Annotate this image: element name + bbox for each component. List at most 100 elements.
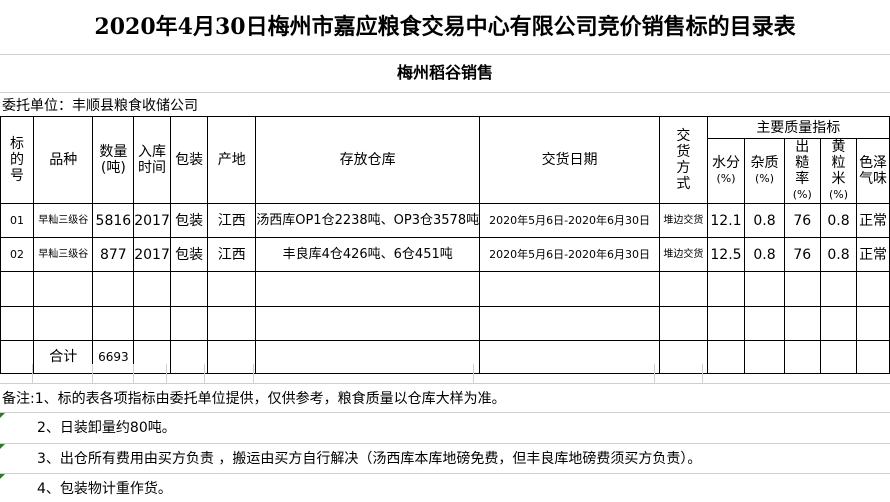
empty-cell[interactable] [207,271,257,307]
header-husked-rate: 出糙率 (%) [783,138,821,204]
empty-row [0,306,890,341]
delivery-date-cell[interactable]: 2020年5月6日-2020年6月30日 [479,237,661,272]
quantity-cell[interactable]: 5816 [92,203,135,238]
packaging-cell[interactable]: 包装 [169,237,209,272]
empty-cell[interactable] [706,271,746,307]
empty-cell[interactable] [0,271,34,307]
empty-cell[interactable] [255,271,481,307]
header-delivery-date: 交货日期 [479,116,661,204]
origin-cell[interactable]: 江西 [207,203,257,238]
empty-cell[interactable] [92,271,135,307]
empty-cell[interactable] [479,340,661,374]
empty-cell[interactable] [744,340,785,374]
gridline [204,364,205,383]
storage-year-cell[interactable]: 2017 [133,237,171,272]
empty-cell[interactable] [659,271,708,307]
empty-cell[interactable] [819,340,858,374]
empty-cell[interactable] [207,340,257,374]
husked-rate-cell[interactable]: 76 [783,237,821,272]
packaging-cell[interactable]: 包装 [169,203,209,238]
header-quantity: 数量(吨) [92,116,135,204]
moisture-cell[interactable]: 12.1 [706,203,746,238]
origin-cell[interactable]: 江西 [207,237,257,272]
header-delivery-method: 交货方式 [659,116,708,204]
empty-cell[interactable] [133,340,171,374]
comment-marker-icon [0,444,5,449]
empty-cell[interactable] [169,340,209,374]
header-storage-year: 入库时间 [133,116,171,204]
comment-marker-icon [0,474,5,479]
note-4: 4、包装物计重作货。 [37,481,172,497]
empty-cell[interactable] [479,271,661,307]
empty-cell[interactable] [32,306,94,341]
empty-cell[interactable] [659,340,708,374]
delivery-method-cell[interactable]: 堆边交货 [659,203,708,238]
empty-cell[interactable] [133,306,171,341]
empty-cell[interactable] [856,306,890,341]
yellow-rice-cell[interactable]: 0.8 [819,237,858,272]
variety-cell[interactable]: 早籼三级谷 [32,203,94,238]
empty-cell[interactable] [783,306,821,341]
impurity-cell[interactable]: 0.8 [744,237,785,272]
variety-cell[interactable]: 早籼三级谷 [32,237,94,272]
husked-rate-cell[interactable]: 76 [783,203,821,238]
total-label[interactable]: 合计 [32,340,94,374]
client-label: 委托单位：丰顺县粮食收储公司 [2,98,198,114]
divider [0,92,890,93]
empty-cell[interactable] [856,340,890,374]
yellow-rice-label: 黄粒米 [831,139,846,188]
impurity-cell[interactable]: 0.8 [744,203,785,238]
note-2: 2、日装卸量约80吨。 [37,420,176,436]
total-quantity[interactable]: 6693 [92,340,135,374]
quantity-cell[interactable]: 877 [92,237,135,272]
note-1: 备注:1、标的表各项指标由委托单位提供，仅供参考，粮食质量以仓库大样为准。 [2,391,506,407]
empty-cell[interactable] [856,271,890,307]
empty-cell[interactable] [744,271,785,307]
empty-cell[interactable] [133,271,171,307]
empty-cell[interactable] [783,271,821,307]
divider [0,383,890,384]
empty-cell[interactable] [819,271,858,307]
delivery-date-cell[interactable]: 2020年5月6日-2020年6月30日 [479,203,661,238]
color-odor-cell[interactable]: 正常 [856,203,890,238]
yellow-rice-cell[interactable]: 0.8 [819,203,858,238]
header-packaging: 包装 [169,116,209,204]
lot-no-cell[interactable]: 02 [0,237,34,272]
color-odor-cell[interactable]: 正常 [856,237,890,272]
empty-cell[interactable] [32,271,94,307]
empty-cell[interactable] [744,306,785,341]
empty-cell[interactable] [0,306,34,341]
divider [0,54,890,55]
header-lot-no: 标的号 [0,116,34,204]
empty-cell[interactable] [255,340,481,374]
empty-cell[interactable] [706,340,746,374]
empty-cell[interactable] [0,340,34,374]
empty-cell[interactable] [783,340,821,374]
moisture-label: 水分 [711,155,740,171]
empty-cell[interactable] [169,306,209,341]
storage-year-cell[interactable]: 2017 [133,203,171,238]
warehouse-cell[interactable]: 汤西库OP1仓2238吨、OP3仓3578吨 [255,203,481,238]
header-origin: 产地 [207,116,257,204]
gridline [473,364,474,383]
subtitle: 梅州稻谷销售 [396,63,493,82]
empty-cell[interactable] [255,306,481,341]
empty-cell[interactable] [92,306,135,341]
empty-cell[interactable] [169,271,209,307]
warehouse-cell[interactable]: 丰良库4仓426吨、6仓451吨 [255,237,481,272]
empty-cell[interactable] [659,306,708,341]
empty-cell[interactable] [706,306,746,341]
empty-cell[interactable] [207,306,257,341]
lot-no-cell[interactable]: 01 [0,203,34,238]
header-warehouse: 存放仓库 [255,116,481,204]
header-color-odor: 色泽气味 [856,138,890,204]
note-3: 3、出仓所有费用由买方负责 ，搬运由买方自行解决（汤西库本库地磅免费，但丰良库地… [37,451,702,467]
pct-unit: (%) [829,188,849,201]
empty-cell[interactable] [819,306,858,341]
gridline [253,364,254,383]
empty-cell[interactable] [479,306,661,341]
table-row: 02 早籼三级谷 877 2017 包装 江西 丰良库4仓426吨、6仓451吨… [0,237,890,272]
divider [0,473,890,474]
moisture-cell[interactable]: 12.5 [706,237,746,272]
delivery-method-cell[interactable]: 堆边交货 [659,237,708,272]
